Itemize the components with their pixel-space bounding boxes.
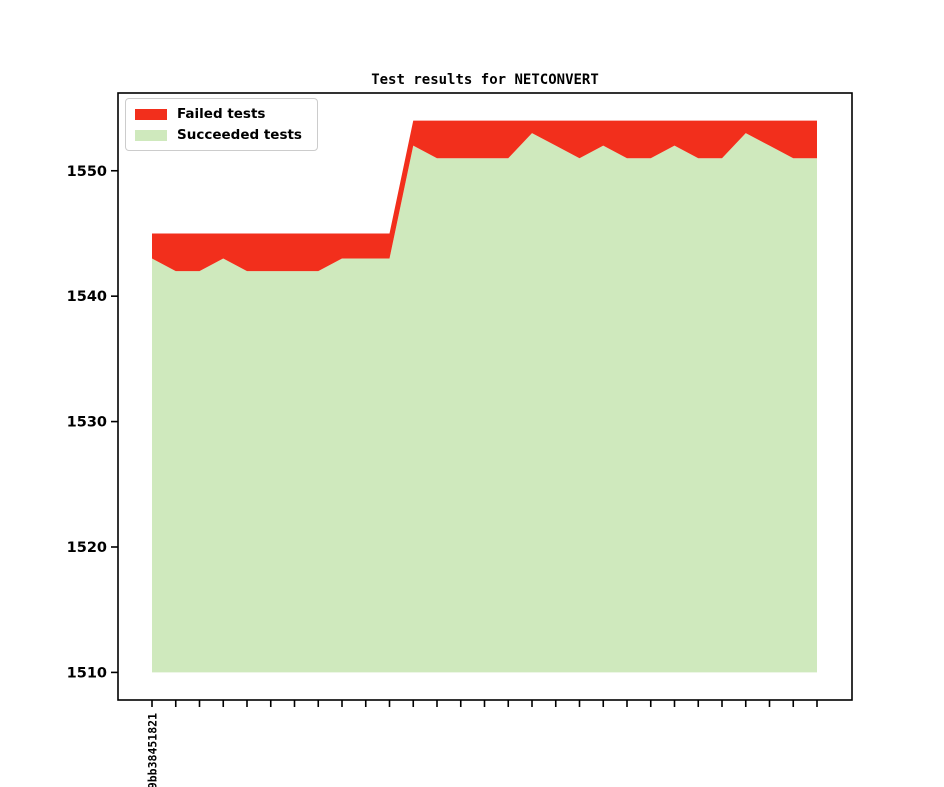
y-tick-label: 1510: [67, 665, 107, 681]
succeeded-tests-swatch-icon: [135, 129, 167, 141]
y-tick-label: 1550: [67, 164, 107, 180]
chart-title: Test results for NETCONVERT: [371, 72, 599, 88]
legend-label-succeeded: Succeeded tests: [177, 127, 302, 143]
legend: Failed tests Succeeded tests: [125, 98, 318, 151]
x-tick-label: 9bb38451821: [146, 713, 160, 787]
y-tick-label: 1520: [67, 540, 107, 556]
legend-label-failed: Failed tests: [177, 106, 266, 122]
y-tick-label: 1540: [67, 289, 107, 305]
failed-tests-swatch-icon: [135, 108, 167, 120]
succeeded-tests-area: [152, 133, 817, 673]
legend-item-succeeded: Succeeded tests: [135, 127, 302, 143]
failed-tests-area: [152, 120, 817, 272]
y-tick-label: 1530: [67, 415, 107, 431]
legend-item-failed: Failed tests: [135, 106, 302, 122]
